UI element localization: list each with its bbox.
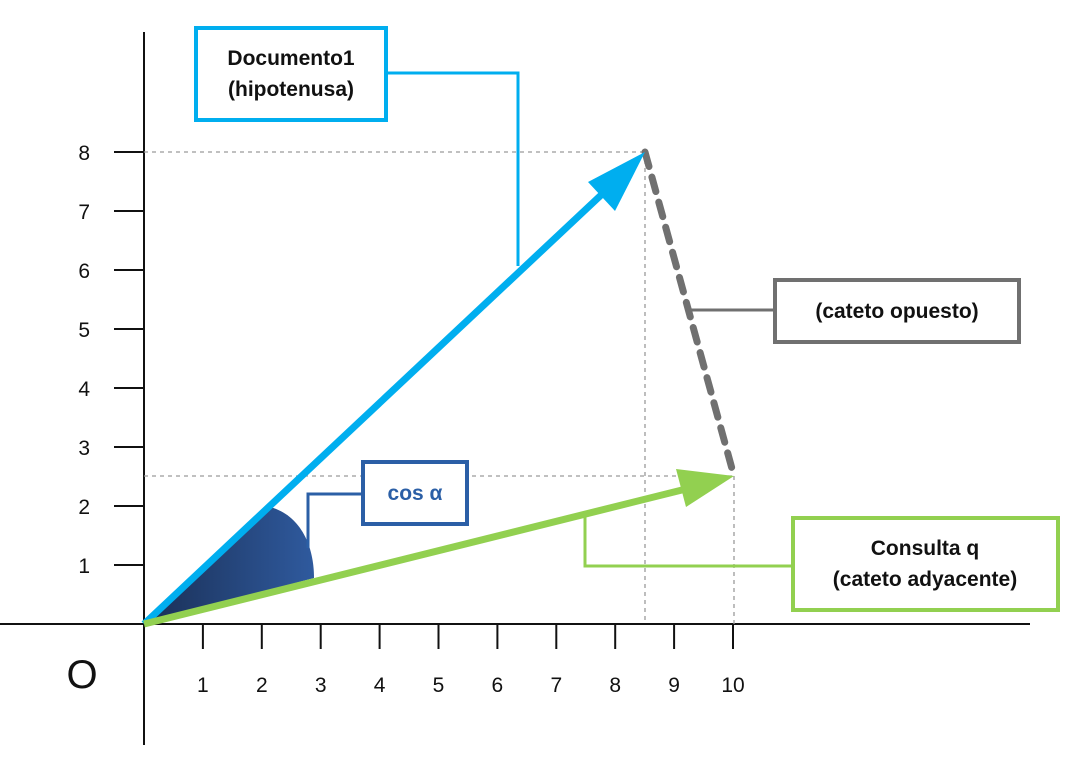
y-tick-label: 8 xyxy=(78,142,90,165)
x-tick-label: 2 xyxy=(256,674,268,697)
x-tick-label: 6 xyxy=(492,674,504,697)
query-vector-line xyxy=(143,484,691,628)
document-callout-box xyxy=(194,26,388,122)
document-callout-line2: (hipotenusa) xyxy=(228,78,354,101)
x-tick-label: 7 xyxy=(550,674,562,697)
opposite-callout-label: (cateto opuesto) xyxy=(815,300,978,323)
query-callout-leader xyxy=(583,516,793,568)
angle-callout-box xyxy=(361,460,469,526)
angle-callout-leader xyxy=(306,492,363,548)
origin-label: O xyxy=(66,653,97,697)
x-tick-label: 9 xyxy=(668,674,680,697)
query-vector-arrowhead xyxy=(676,469,734,507)
angle-callout-label: cos α xyxy=(388,482,443,505)
y-tick-label: 3 xyxy=(78,437,90,460)
guide-lines xyxy=(144,151,735,624)
document-vector-arrowhead xyxy=(588,152,645,211)
angle-sector xyxy=(144,507,314,624)
x-tick-label: 8 xyxy=(609,674,621,697)
x-tick-label: 5 xyxy=(433,674,445,697)
document-callout-line1: Documento1 xyxy=(227,47,355,70)
y-tick-label: 6 xyxy=(78,260,90,283)
opposite-side-dashed xyxy=(641,148,738,480)
x-tick-label: 1 xyxy=(197,674,209,697)
document-callout-leader xyxy=(386,71,520,266)
x-tick-label: 4 xyxy=(374,674,386,697)
x-axis-ticks: 1 2 3 4 5 6 7 8 9 10 xyxy=(197,624,745,697)
x-tick-label: 3 xyxy=(315,674,327,697)
y-tick-label: 4 xyxy=(78,378,90,401)
y-tick-label: 1 xyxy=(78,555,90,578)
y-tick-label: 2 xyxy=(78,496,90,519)
opposite-callout-box xyxy=(773,278,1021,344)
y-axis-ticks: 1 2 3 4 5 6 7 8 xyxy=(78,142,144,578)
x-tick-label: 10 xyxy=(721,674,744,697)
document-vector-line xyxy=(141,179,618,627)
y-tick-label: 5 xyxy=(78,319,90,342)
y-tick-label: 7 xyxy=(78,201,90,224)
query-callout-line2: (cateto adyacente) xyxy=(833,568,1017,591)
query-callout-box xyxy=(791,516,1060,612)
query-callout-line1: Consulta q xyxy=(871,537,980,560)
